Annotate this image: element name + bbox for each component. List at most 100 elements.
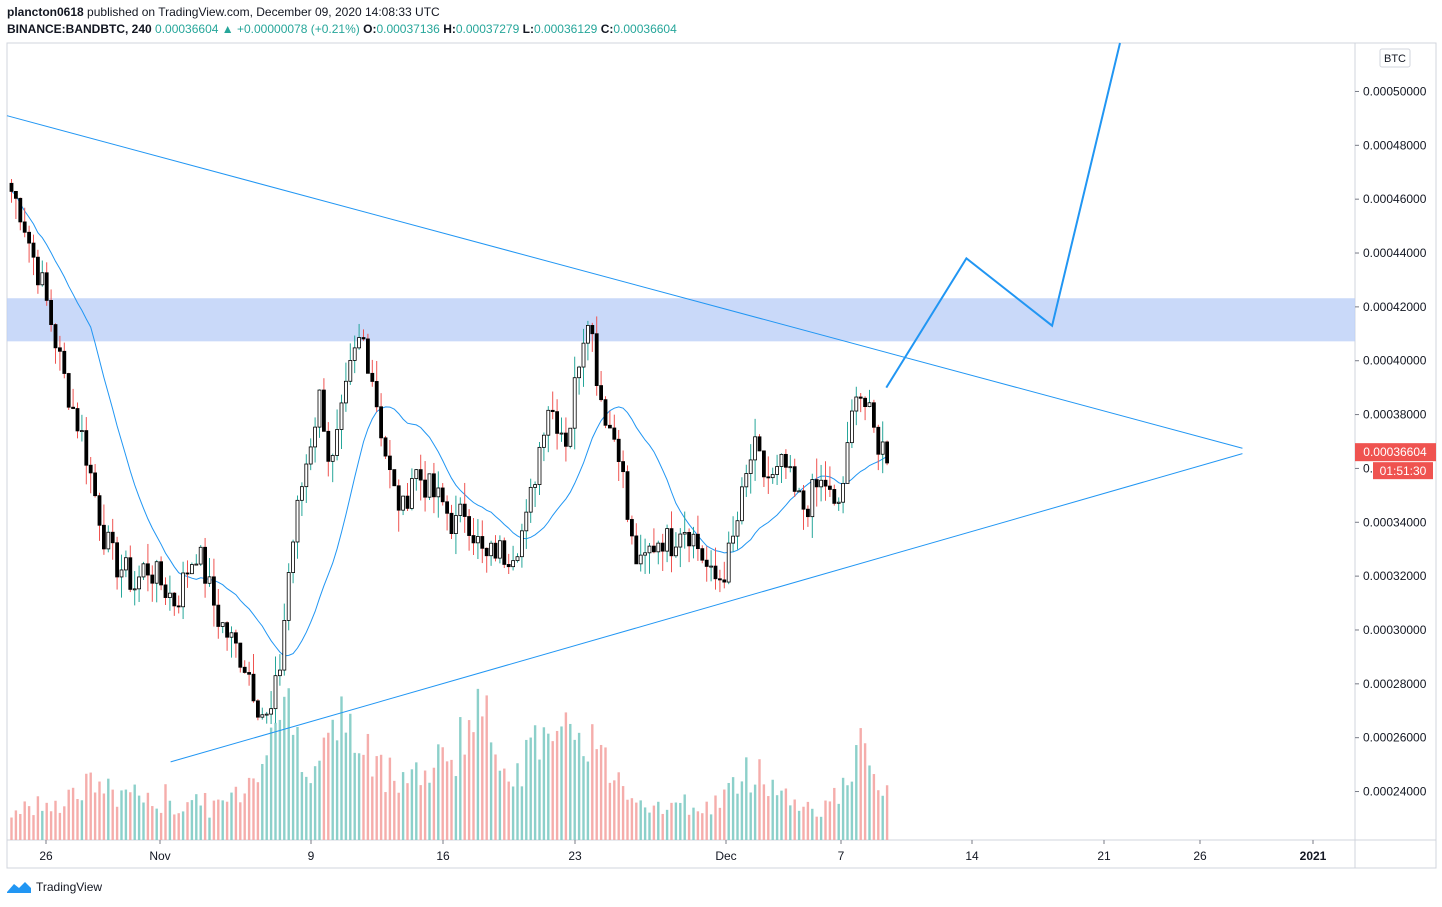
volume-bar <box>802 806 805 840</box>
volume-bar <box>454 776 458 840</box>
candle-body <box>137 576 142 590</box>
countdown-badge-label: 01:51:30 <box>1380 464 1427 478</box>
candle-body <box>357 337 362 349</box>
candle-body <box>40 272 45 286</box>
volume-bar <box>401 772 405 840</box>
candle-body <box>740 486 744 522</box>
candle-body <box>568 427 573 447</box>
candle-body <box>537 446 542 486</box>
candle-body <box>291 541 296 573</box>
volume-bar <box>687 814 691 840</box>
low-value: 0.00036129 <box>533 22 598 36</box>
volume-bar <box>595 749 598 840</box>
volume-bar <box>353 752 356 840</box>
volume-bar <box>212 800 216 840</box>
candle-body <box>198 546 203 565</box>
last-price-badge-label: 0.00036604 <box>1363 445 1427 459</box>
volume-bar <box>476 688 480 840</box>
volume-bar <box>551 741 554 840</box>
open-value: 0.00037136 <box>376 22 440 36</box>
candle-body <box>286 572 291 621</box>
candle-body <box>828 485 832 490</box>
volume-bar <box>366 733 370 840</box>
candle-body <box>405 495 410 509</box>
candle-body <box>748 459 753 474</box>
candle-body <box>313 426 318 448</box>
candle-body <box>348 360 353 382</box>
volume-bar <box>199 805 202 840</box>
y-tick-label: 0.00044000 <box>1363 246 1427 260</box>
volume-bar <box>731 777 735 840</box>
volume-bar <box>102 793 106 840</box>
volume-bar <box>208 817 211 840</box>
volume-bar <box>265 755 268 840</box>
y-tick-label: 0.00028000 <box>1363 677 1427 691</box>
volume-bar <box>124 789 128 840</box>
candle-body <box>44 272 49 301</box>
volume-bar <box>837 803 840 840</box>
candle-body <box>616 438 621 462</box>
volume-bar <box>701 813 704 840</box>
volume-bar <box>173 814 176 840</box>
volume-bar <box>41 810 44 840</box>
volume-bar <box>599 744 603 840</box>
volume-bar <box>780 790 783 840</box>
volume-bar <box>863 743 867 840</box>
volume-bar <box>322 737 326 840</box>
volume-bar <box>582 756 585 840</box>
volume-bar <box>736 793 739 840</box>
candle-body <box>365 338 370 374</box>
candle-body <box>141 563 146 578</box>
volume-bar <box>753 784 757 840</box>
volume-bar <box>300 772 304 840</box>
volume-bar <box>384 792 387 840</box>
volume-bar <box>696 811 700 840</box>
candle-body <box>792 466 797 492</box>
candle-body <box>885 441 889 464</box>
candle-body <box>339 402 344 430</box>
volume-bar <box>168 800 172 840</box>
candle-body <box>533 484 537 488</box>
volume-bar <box>652 805 656 840</box>
high-value: 0.00037279 <box>455 22 520 36</box>
candle-body <box>225 622 230 638</box>
y-tick-label: 0.00034000 <box>1363 515 1427 529</box>
candle-body <box>308 446 313 465</box>
symbol-label[interactable]: BINANCE:BANDBTC, 240 <box>7 22 152 36</box>
candle-body <box>176 605 181 608</box>
candle-body <box>427 473 432 498</box>
volume-bar <box>63 806 66 840</box>
volume-bar <box>89 772 92 840</box>
volume-bar <box>76 799 79 840</box>
volume-bar <box>740 781 744 840</box>
candle-body <box>31 242 36 258</box>
candle-body <box>625 471 630 520</box>
volume-bar <box>331 719 334 840</box>
x-tick-label: 14 <box>965 849 979 863</box>
candle-body <box>387 455 392 471</box>
volume-bar <box>234 786 238 840</box>
moving-average-line <box>11 191 888 657</box>
volume-bar <box>489 742 493 840</box>
volume-bar <box>463 754 466 840</box>
author-name[interactable]: plancton0618 <box>7 5 84 19</box>
candle-body <box>520 530 524 558</box>
volume-bar <box>410 769 414 840</box>
volume-bar <box>415 762 418 840</box>
volume-bar <box>450 759 453 840</box>
volume-bar <box>115 806 119 840</box>
candle-body <box>489 542 494 557</box>
volume-bar <box>608 782 612 840</box>
volume-bar <box>815 816 818 840</box>
volume-bar <box>762 784 766 840</box>
volume-bar <box>775 795 779 840</box>
volume-bar <box>256 782 260 840</box>
volume-bar <box>459 717 462 840</box>
candle-body <box>163 584 168 598</box>
volume-bar <box>327 732 330 840</box>
volume-bar <box>591 724 594 840</box>
candle-body <box>66 373 71 408</box>
candle-body <box>423 479 428 498</box>
footer-brand[interactable]: TradingView <box>6 880 102 894</box>
